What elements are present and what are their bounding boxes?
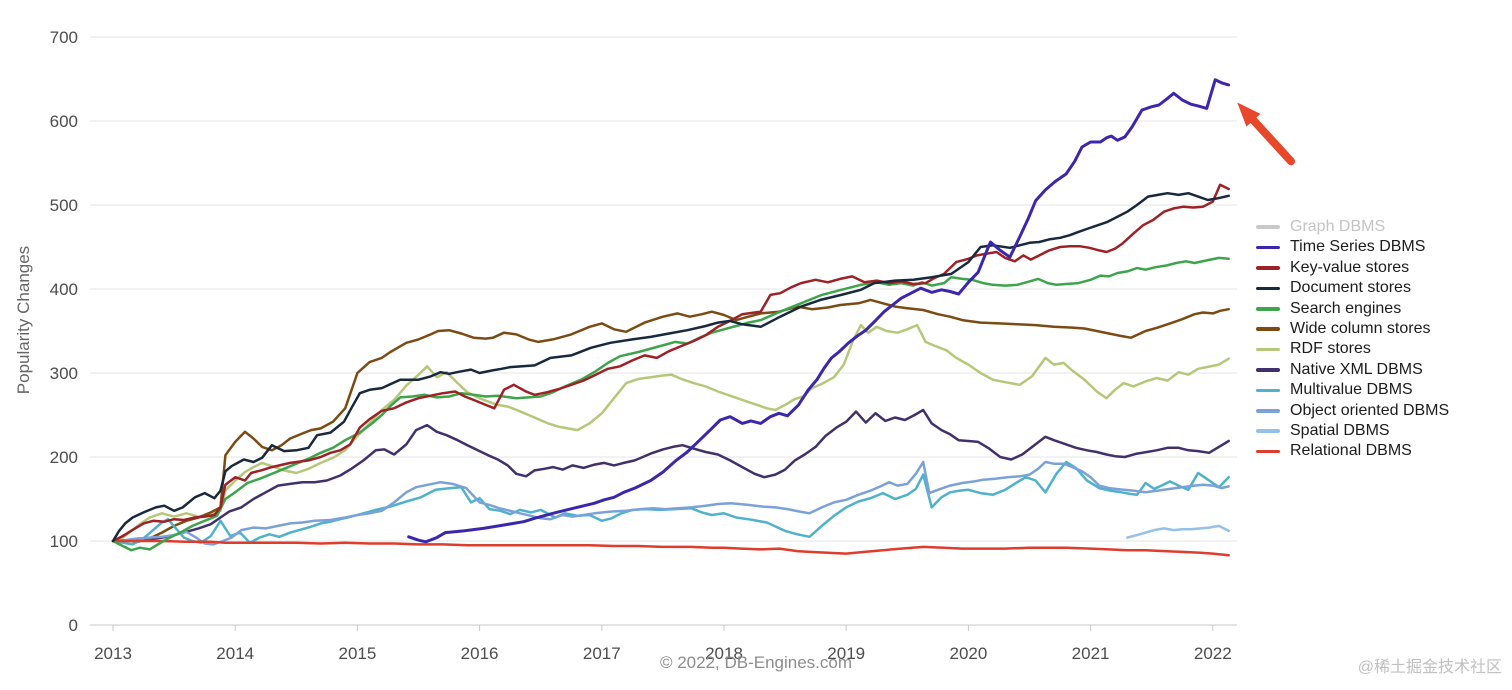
x-tick-label: 2013 <box>94 644 132 663</box>
legend-item-search-engines[interactable]: Search engines <box>1256 299 1449 319</box>
series-line-multivalue-dbms[interactable] <box>111 460 1230 546</box>
legend-label: Wide column stores <box>1290 319 1431 337</box>
legend-item-time-series-dbms[interactable]: Time Series DBMS <box>1256 237 1449 257</box>
series-line-search-engines[interactable] <box>111 256 1230 552</box>
y-tick-label: 700 <box>50 28 78 47</box>
legend-label: RDF stores <box>1290 340 1371 358</box>
legend-swatch <box>1256 408 1280 413</box>
series-line-object-oriented-dbms[interactable] <box>111 460 1230 546</box>
series-line-key-value-stores[interactable] <box>111 183 1230 543</box>
legend-item-rdf-stores[interactable]: RDF stores <box>1256 339 1449 359</box>
x-tick-label: 2018 <box>705 644 743 663</box>
series-line-time-series-dbms[interactable] <box>407 78 1231 544</box>
x-tick-label: 2019 <box>827 644 865 663</box>
legend-label: Key-value stores <box>1290 258 1410 276</box>
legend-item-object-oriented-dbms[interactable]: Object oriented DBMS <box>1256 401 1449 421</box>
legend-swatch <box>1256 388 1280 393</box>
legend-swatch <box>1256 429 1280 433</box>
x-tick-label: 2021 <box>1072 644 1110 663</box>
x-tick-label: 2014 <box>216 644 254 663</box>
legend-swatch <box>1256 347 1280 352</box>
chart-footer: © 2022, DB-Engines.com <box>659 653 853 672</box>
legend-item-relational-dbms[interactable]: Relational DBMS <box>1256 441 1449 461</box>
annotation-arrow-head <box>1237 102 1261 127</box>
legend-item-wide-column-stores[interactable]: Wide column stores <box>1256 319 1449 339</box>
x-tick-label: 2017 <box>583 644 621 663</box>
legend-item-key-value-stores[interactable]: Key-value stores <box>1256 258 1449 278</box>
y-tick-label: 600 <box>50 112 78 131</box>
legend-swatch <box>1256 225 1280 229</box>
legend-swatch <box>1256 245 1280 250</box>
series-line-spatial-dbms[interactable] <box>1126 524 1230 539</box>
legend-item-spatial-dbms[interactable]: Spatial DBMS <box>1256 421 1449 441</box>
y-tick-label: 100 <box>50 532 78 551</box>
legend-label: Search engines <box>1290 299 1402 317</box>
series-line-rdf-stores[interactable] <box>111 323 1230 543</box>
legend-item-graph-dbms[interactable]: Graph DBMS <box>1256 217 1449 237</box>
legend-swatch <box>1256 266 1280 270</box>
legend-swatch <box>1256 449 1280 454</box>
x-tick-label: 2022 <box>1194 644 1232 663</box>
watermark: @稀土掘金技术社区 <box>1357 659 1502 676</box>
x-tick-label: 2020 <box>949 644 987 663</box>
x-tick-label: 2016 <box>461 644 499 663</box>
legend-swatch <box>1256 306 1280 311</box>
series-line-document-stores[interactable] <box>111 191 1230 543</box>
series-line-relational-dbms[interactable] <box>111 539 1230 557</box>
legend-label: Document stores <box>1290 279 1411 297</box>
legend-item-native-xml-dbms[interactable]: Native XML DBMS <box>1256 360 1449 380</box>
y-tick-label: 500 <box>50 196 78 215</box>
legend-label: Spatial DBMS <box>1290 421 1390 439</box>
legend-label: Multivalue DBMS <box>1290 381 1413 399</box>
legend-swatch <box>1256 368 1280 372</box>
legend-label: Object oriented DBMS <box>1290 401 1450 419</box>
y-tick-label: 400 <box>50 280 78 299</box>
series-line-wide-column-stores[interactable] <box>111 298 1230 544</box>
series-line-native-xml-dbms[interactable] <box>111 408 1230 543</box>
legend-label: Time Series DBMS <box>1290 238 1426 256</box>
y-tick-label: 0 <box>69 616 78 635</box>
legend-label: Native XML DBMS <box>1290 360 1423 378</box>
y-tick-label: 300 <box>50 364 78 383</box>
legend-label: Graph DBMS <box>1290 218 1386 235</box>
legend-item-multivalue-dbms[interactable]: Multivalue DBMS <box>1256 380 1449 400</box>
legend-swatch <box>1256 327 1280 331</box>
x-tick-label: 2015 <box>338 644 376 663</box>
y-tick-label: 200 <box>50 448 78 467</box>
legend-swatch <box>1256 286 1280 291</box>
legend-item-document-stores[interactable]: Document stores <box>1256 278 1449 298</box>
legend-label: Relational DBMS <box>1290 442 1412 460</box>
annotation-arrow-shaft <box>1246 113 1296 166</box>
chart-legend: Graph DBMS Time Series DBMS Key-value stor… <box>1256 217 1449 462</box>
